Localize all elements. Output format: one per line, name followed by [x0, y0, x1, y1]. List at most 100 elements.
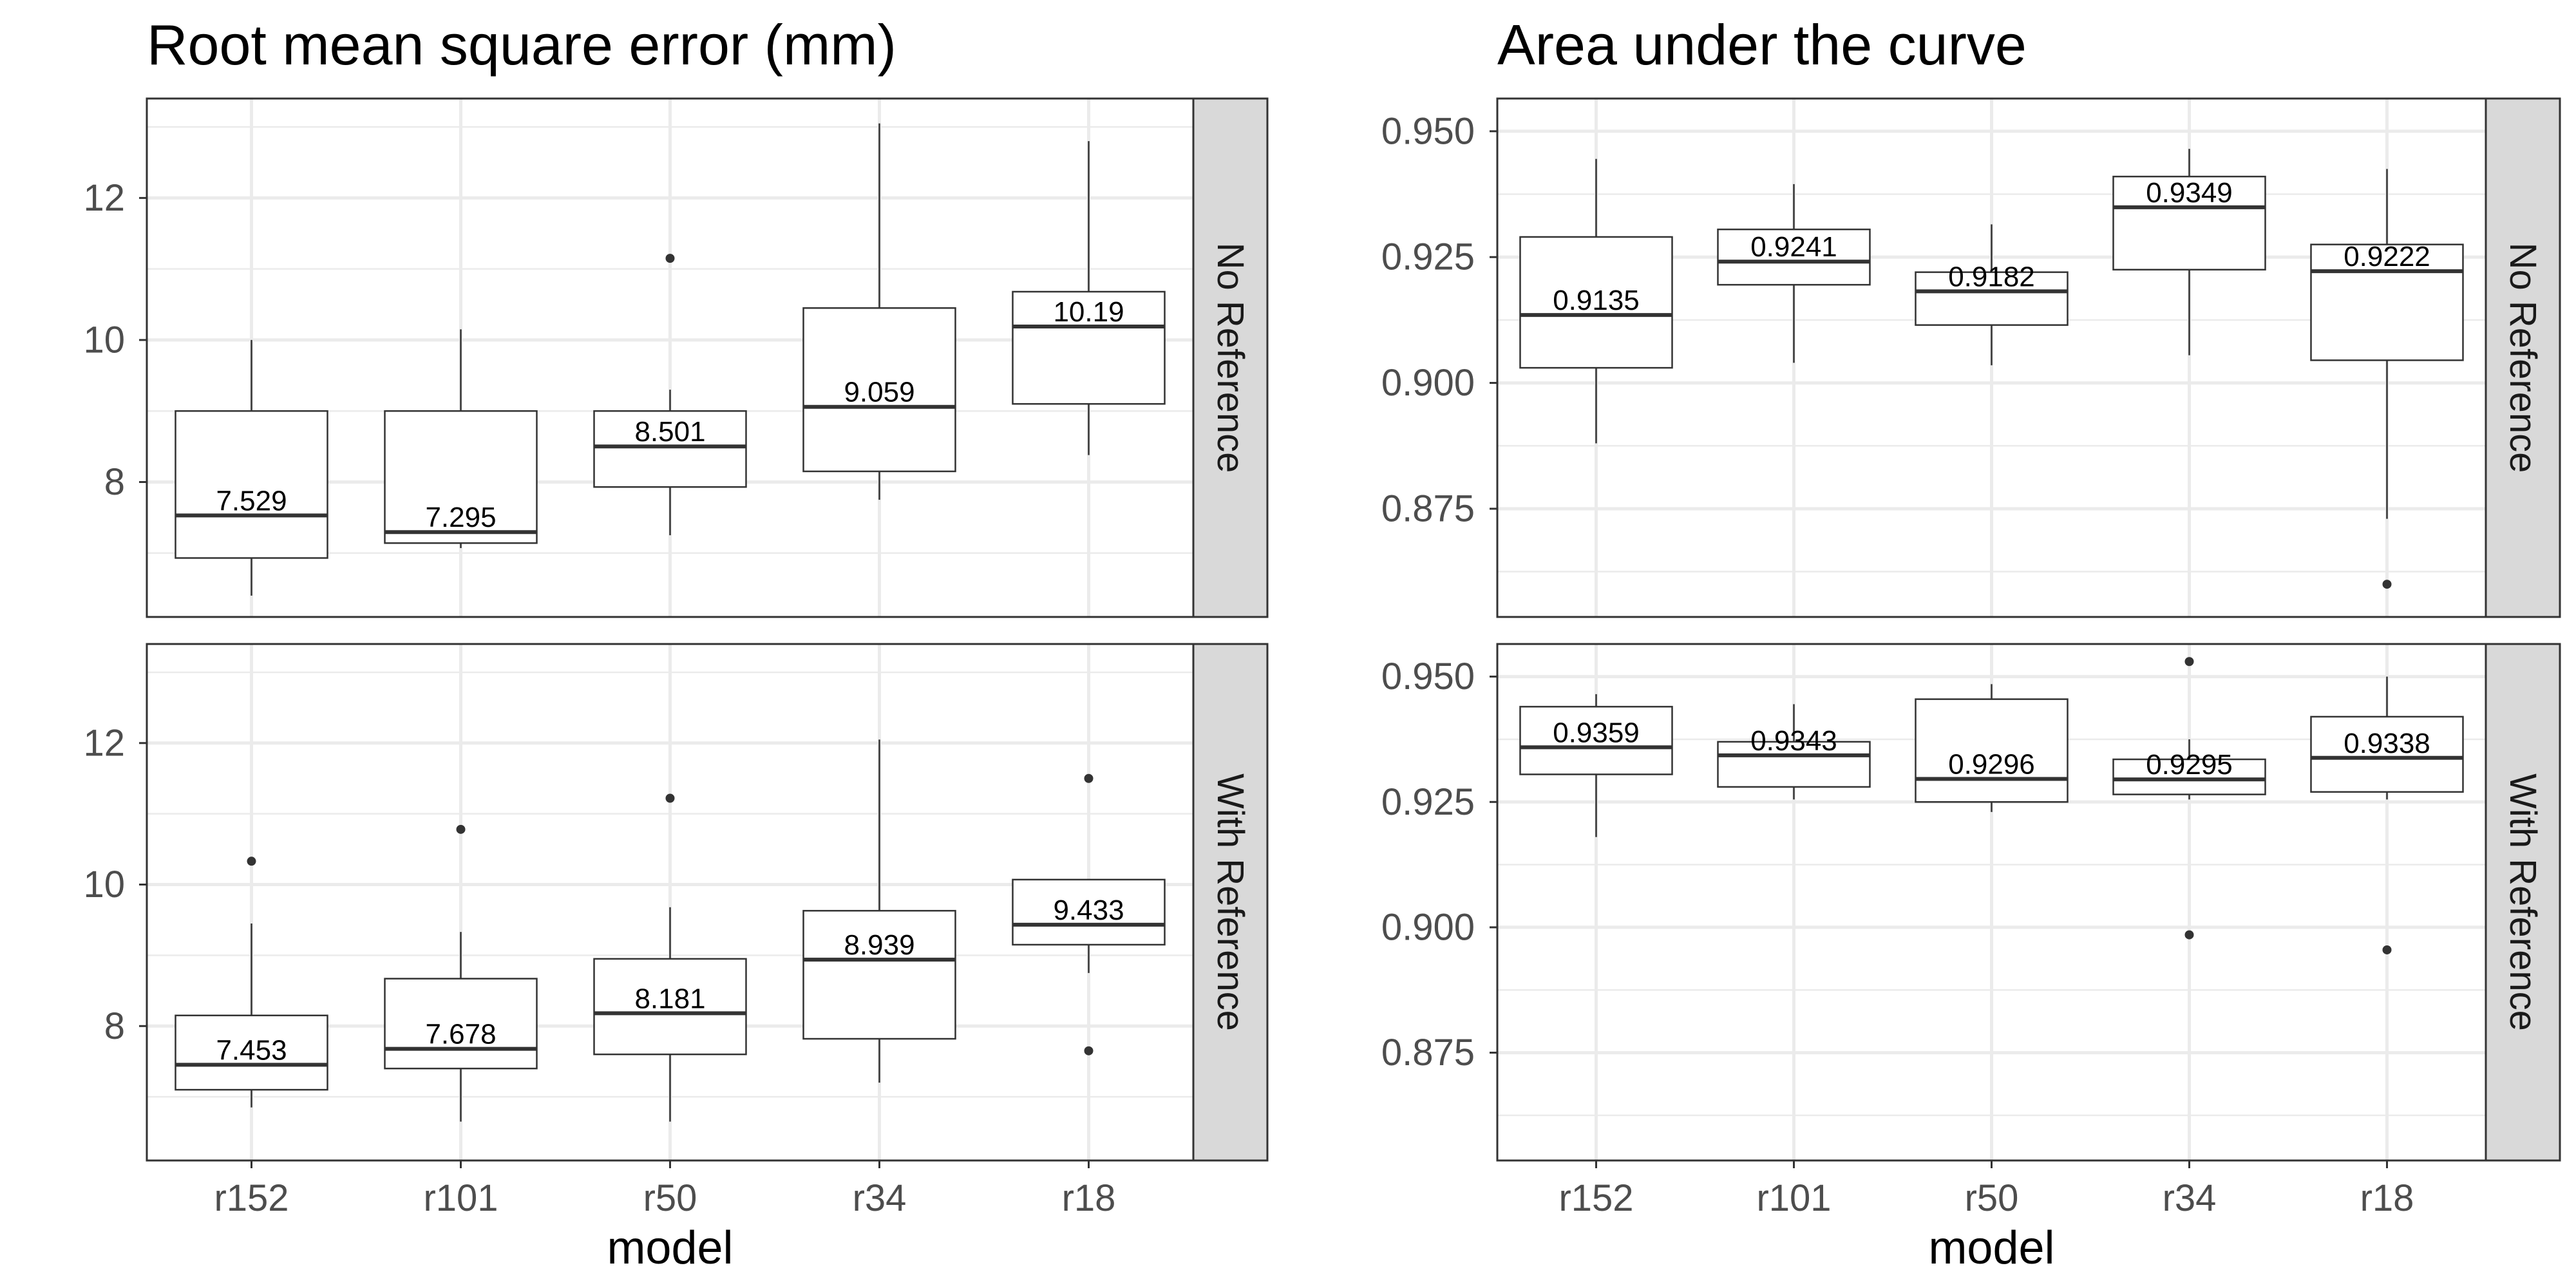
boxplot-r101: 7.295 — [384, 329, 538, 549]
box-iqr — [384, 978, 538, 1070]
boxplot-r18: 0.9338 — [2310, 676, 2464, 954]
x-tick-label: r18 — [1062, 1177, 1116, 1219]
boxplot-r101: 0.9241 — [1717, 184, 1871, 363]
outlier-point — [2184, 930, 2194, 940]
y-tick-label: 8 — [104, 1005, 125, 1047]
y-tick-label: 0.925 — [1381, 236, 1475, 278]
outlier-point — [456, 824, 466, 834]
facet-strip — [1192, 97, 1269, 618]
facet-panel: 7.453 7.678 8.181 8.939 9.433 With Reference 8… — [83, 643, 1269, 1162]
boxplot-r50: 8.501 — [593, 254, 747, 536]
box-iqr — [1915, 698, 2069, 803]
outlier-point — [665, 793, 675, 803]
boxplot-r152: 0.9135 — [1519, 158, 1673, 444]
y-tick-label: 10 — [83, 319, 125, 361]
outlier-point — [2382, 945, 2392, 954]
median-label: 7.453 — [216, 1034, 287, 1066]
facet-strip-label: No Reference — [1209, 243, 1251, 473]
boxplot-r34: 8.939 — [802, 739, 956, 1083]
x-tick-label: r50 — [1965, 1177, 2019, 1219]
boxplot-r152: 7.453 — [175, 857, 328, 1108]
facet-strip — [2485, 643, 2561, 1162]
facet-strip-label: No Reference — [2502, 243, 2544, 473]
box-iqr — [593, 958, 747, 1056]
y-tick-label: 8 — [104, 461, 125, 503]
box-iqr — [802, 307, 956, 473]
y-tick-label: 12 — [83, 722, 125, 764]
median-label: 7.678 — [425, 1019, 496, 1050]
median-label: 0.9182 — [1948, 261, 2035, 292]
boxplot-r152: 0.9359 — [1519, 694, 1673, 837]
median-label: 8.181 — [634, 983, 705, 1014]
boxplot-r34: 0.9295 — [2112, 657, 2266, 940]
box-iqr — [1717, 741, 1871, 788]
box-iqr — [2310, 715, 2464, 793]
median-label: 0.9241 — [1750, 231, 1837, 263]
outlier-point — [1084, 773, 1094, 783]
median-label: 0.9135 — [1553, 285, 1640, 316]
boxplot-r50: 0.9296 — [1915, 684, 2069, 812]
y-tick-label: 0.875 — [1381, 1032, 1475, 1074]
boxplot-r101: 7.678 — [384, 824, 538, 1122]
x-axis-title: model — [607, 1222, 733, 1274]
x-tick-label: r152 — [1558, 1177, 1633, 1219]
y-tick-label: 12 — [83, 177, 125, 219]
boxplot-r152: 7.529 — [175, 339, 328, 596]
boxplot-r18: 0.9222 — [2310, 169, 2464, 589]
chart-2: Area under the curve0.91350.92410.91820.… — [1381, 13, 2561, 1274]
median-label: 0.9343 — [1750, 725, 1837, 757]
median-label: 7.295 — [425, 502, 496, 533]
chart-1: Root mean square error (mm) 7.529 7.295 8.5… — [83, 13, 1269, 1274]
y-tick-label: 0.950 — [1381, 110, 1475, 152]
outlier-point — [2184, 657, 2194, 667]
facet-strip-label: With Reference — [1209, 773, 1251, 1031]
x-tick-label: r152 — [214, 1177, 289, 1219]
y-tick-label: 0.925 — [1381, 781, 1475, 823]
boxplot-r50: 8.181 — [593, 793, 747, 1122]
y-tick-label: 0.900 — [1381, 906, 1475, 948]
box-iqr — [384, 410, 538, 544]
median-label: 9.059 — [844, 377, 914, 408]
median-label: 10.19 — [1053, 296, 1124, 328]
x-tick-label: r50 — [643, 1177, 697, 1219]
box-iqr — [2310, 243, 2464, 361]
median-label: 0.9296 — [1948, 748, 2035, 780]
y-tick-label: 0.950 — [1381, 656, 1475, 697]
outlier-point — [665, 254, 675, 263]
box-iqr — [1519, 706, 1673, 775]
box-iqr — [1717, 228, 1871, 286]
median-label: 0.9359 — [1553, 717, 1640, 748]
median-label: 9.433 — [1053, 895, 1124, 926]
y-tick-label: 0.875 — [1381, 488, 1475, 529]
boxplot-r50: 0.9182 — [1915, 224, 2069, 366]
facet-strip — [1192, 643, 1269, 1162]
median-label: 0.9338 — [2344, 728, 2430, 759]
chart-title: Root mean square error (mm) — [147, 13, 896, 77]
x-tick-label: r101 — [423, 1177, 498, 1219]
facet-panel: 0.9135 0.9241 0.9182 0.9349 0.9222 No Referen… — [1381, 97, 2561, 618]
facet-panel: 0.9359 0.9343 0.9296 0.9295 0.9338 With Refer… — [1381, 643, 2561, 1162]
chart-title: Area under the curve — [1497, 13, 2027, 77]
outlier-point — [2382, 580, 2392, 589]
median-label: 8.501 — [634, 416, 705, 448]
outlier-point — [247, 857, 256, 866]
facet-strip — [2485, 97, 2561, 618]
box-iqr — [1012, 878, 1166, 946]
x-tick-label: r34 — [2163, 1177, 2217, 1219]
box-iqr — [175, 1014, 328, 1091]
median-label: 8.939 — [844, 929, 914, 961]
box-iqr — [175, 410, 328, 559]
x-tick-label: r18 — [2360, 1177, 2414, 1219]
y-tick-label: 0.900 — [1381, 362, 1475, 404]
x-tick-label: r34 — [853, 1177, 907, 1219]
facet-strip-label: With Reference — [2502, 773, 2544, 1031]
box-iqr — [802, 909, 956, 1040]
x-axis-title: model — [1928, 1222, 2054, 1274]
box-iqr — [1915, 271, 2069, 326]
x-tick-label: r101 — [1756, 1177, 1831, 1219]
outlier-point — [1084, 1046, 1094, 1056]
boxplot-r101: 0.9343 — [1717, 704, 1871, 800]
boxplot-r34: 0.9349 — [2112, 149, 2266, 355]
